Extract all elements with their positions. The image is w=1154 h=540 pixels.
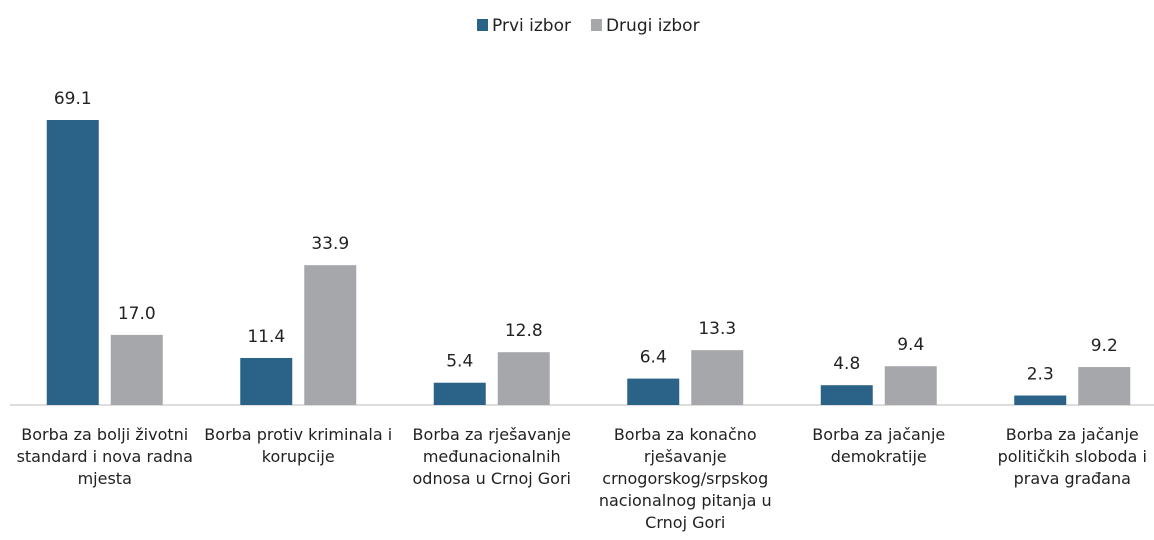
data-label: 9.2 [1091,336,1118,356]
category-label: Borba za jačanje političkih sloboda i pr… [997,425,1147,488]
data-label: 12.8 [505,321,543,341]
bar [46,120,99,405]
bar [240,357,293,405]
data-label: 33.9 [311,234,349,254]
data-label: 13.3 [698,319,736,339]
bar [1014,395,1067,405]
legend-swatch [477,19,488,31]
bar [627,378,680,405]
data-label: 11.4 [247,327,285,347]
category-label: Borba protiv kriminala i korupcije [204,425,393,466]
data-label: 17.0 [118,304,156,324]
bar [304,265,357,405]
legend-label: Prvi izbor [492,16,571,36]
category-label: Borba za konačno rješavanje crnogorskog/… [598,425,772,532]
data-label: 5.4 [446,352,473,372]
bar [691,350,744,405]
category-label: Borba za jačanje demokratije [812,425,946,466]
data-label: 4.8 [833,354,860,374]
legend-swatch [590,19,602,31]
data-label: 6.4 [640,348,667,368]
legend-label: Drugi izbor [606,16,700,36]
bar [1078,367,1131,405]
category-label: Borba za bolji životni standard i nova r… [16,425,193,488]
bar [497,352,550,405]
bar [820,385,873,405]
data-label: 69.1 [54,89,92,109]
bar [433,382,486,405]
bar [110,334,163,405]
category-label: Borba za rješavanje međunacionalnih odno… [412,425,571,488]
data-label: 2.3 [1027,365,1054,385]
data-label: 9.4 [897,335,924,355]
bar [884,366,937,405]
